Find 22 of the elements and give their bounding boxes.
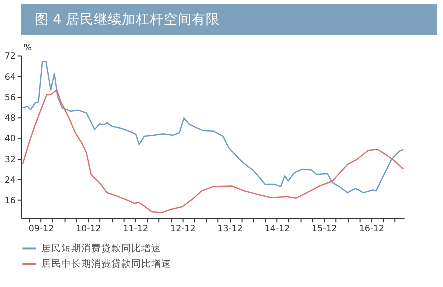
line-series	[22, 89, 404, 214]
legend-label: 居民中长期消费贷款同比增速	[42, 258, 172, 270]
y-axis-title: %	[24, 43, 32, 54]
x-tick-label: 15-12	[312, 224, 338, 234]
x-tick-label: 16-12	[359, 224, 385, 234]
y-tick-label: 48	[4, 114, 16, 124]
x-tick-label: 13-12	[218, 224, 243, 234]
y-tick-label: 72	[4, 52, 16, 62]
line-series	[22, 61, 404, 194]
y-tick-label: 32	[4, 155, 16, 166]
x-tick-label: 11-12	[123, 224, 148, 234]
legend-label: 居民短期消费贷款同比增速	[42, 242, 162, 255]
x-tick-label: 14-12	[264, 224, 290, 234]
y-tick-label: 24	[4, 176, 16, 186]
y-tick-label: 64	[4, 72, 16, 83]
y-tick-label: 16	[4, 196, 16, 207]
y-tick-label: 40	[4, 134, 16, 145]
y-tick-label: 56	[4, 93, 16, 104]
chart-title: 图 4 居民继续加杠杆空间有限	[34, 12, 220, 28]
x-tick-label: 09-12	[28, 224, 54, 234]
x-tick-label: 12-12	[170, 224, 196, 234]
x-tick-label: 10-12	[76, 224, 102, 234]
